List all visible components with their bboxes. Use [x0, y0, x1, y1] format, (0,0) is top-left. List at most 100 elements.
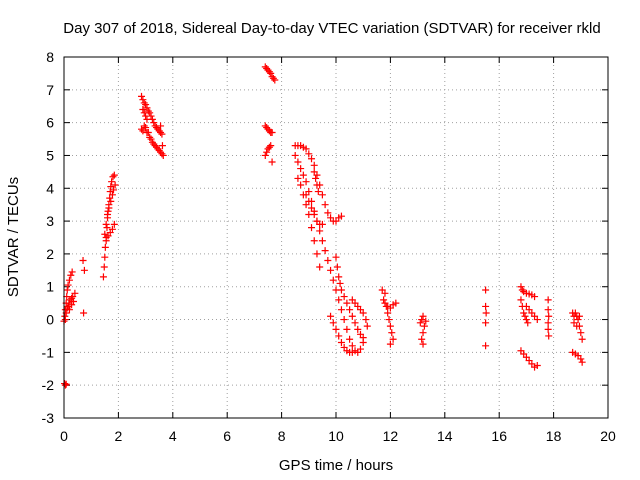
- data-point: [310, 211, 318, 219]
- data-point: [68, 268, 76, 276]
- data-point: [308, 204, 316, 212]
- data-point: [157, 122, 165, 130]
- data-point: [61, 381, 69, 389]
- data-point: [312, 174, 320, 182]
- data-point: [524, 319, 532, 327]
- data-point: [269, 74, 277, 82]
- data-point: [143, 104, 151, 112]
- data-point: [337, 306, 345, 314]
- data-point: [297, 181, 305, 189]
- data-point: [336, 279, 344, 287]
- data-point: [65, 306, 73, 314]
- data-point: [143, 115, 151, 123]
- data-point: [80, 266, 88, 274]
- x-tick-label: 20: [600, 428, 616, 444]
- data-point: [327, 312, 335, 320]
- data-point: [63, 286, 71, 294]
- x-tick-label: 2: [115, 428, 123, 444]
- data-point: [545, 332, 553, 340]
- data-point: [356, 345, 364, 353]
- data-point: [138, 92, 146, 100]
- data-point: [61, 380, 69, 388]
- data-point: [265, 68, 273, 76]
- data-point: [314, 188, 322, 196]
- y-tick-label: 4: [46, 180, 54, 196]
- data-point: [110, 220, 118, 228]
- data-point: [316, 263, 324, 271]
- data-point: [518, 286, 526, 294]
- x-axis-label: GPS time / hours: [279, 457, 393, 474]
- data-point: [140, 122, 148, 130]
- data-point: [544, 325, 552, 333]
- data-point: [346, 335, 354, 343]
- data-point: [388, 329, 396, 337]
- data-point: [531, 293, 539, 301]
- data-point: [335, 273, 343, 281]
- x-tick-label: 6: [223, 428, 231, 444]
- data-point: [267, 142, 275, 150]
- x-tick-label: 18: [546, 428, 562, 444]
- y-tick-label: -2: [42, 377, 55, 393]
- data-point: [67, 271, 75, 279]
- y-tick-label: 2: [46, 246, 54, 262]
- data-point: [418, 316, 426, 324]
- data-point: [144, 128, 152, 136]
- data-point: [333, 263, 341, 271]
- data-point: [297, 165, 305, 173]
- data-point: [577, 355, 585, 363]
- data-point: [140, 99, 148, 107]
- data-point: [482, 342, 490, 350]
- data-point: [104, 211, 112, 219]
- data-point: [108, 191, 116, 199]
- y-tick-label: 0: [46, 312, 54, 328]
- data-point: [302, 178, 310, 186]
- data-point: [329, 276, 337, 284]
- data-point: [381, 289, 389, 297]
- data-point: [416, 319, 424, 327]
- data-point: [340, 293, 348, 301]
- data-point: [422, 317, 430, 325]
- data-point: [544, 296, 552, 304]
- data-point: [142, 124, 150, 132]
- data-point: [380, 296, 388, 304]
- data-point: [313, 181, 321, 189]
- data-point: [318, 191, 326, 199]
- data-point: [294, 174, 302, 182]
- x-tick-label: 8: [278, 428, 286, 444]
- data-point: [64, 281, 72, 289]
- data-point: [102, 237, 110, 245]
- x-tick-label: 12: [383, 428, 399, 444]
- data-point: [147, 135, 155, 143]
- x-tick-label: 4: [169, 428, 177, 444]
- data-point: [363, 322, 371, 330]
- data-point: [268, 128, 276, 136]
- data-point: [517, 296, 525, 304]
- data-point: [64, 302, 72, 310]
- data-point: [351, 319, 359, 327]
- data-point: [332, 253, 340, 261]
- data-point: [310, 168, 318, 176]
- data-point: [310, 237, 318, 245]
- data-point: [359, 309, 367, 317]
- data-point: [79, 256, 87, 264]
- data-point: [418, 335, 426, 343]
- data-point: [343, 325, 351, 333]
- data-point: [261, 151, 269, 159]
- data-point: [294, 158, 302, 166]
- data-point: [80, 309, 88, 317]
- data-point: [150, 119, 158, 127]
- data-point: [108, 225, 116, 233]
- data-point: [101, 230, 109, 238]
- data-point: [327, 266, 335, 274]
- data-point: [332, 325, 340, 333]
- data-point: [142, 112, 150, 120]
- data-point: [348, 342, 356, 350]
- y-tick-label: 7: [46, 82, 54, 98]
- data-point: [157, 128, 165, 136]
- data-point: [348, 312, 356, 320]
- data-point: [482, 309, 490, 317]
- data-point: [419, 329, 427, 337]
- data-point: [159, 151, 167, 159]
- data-point: [271, 76, 279, 84]
